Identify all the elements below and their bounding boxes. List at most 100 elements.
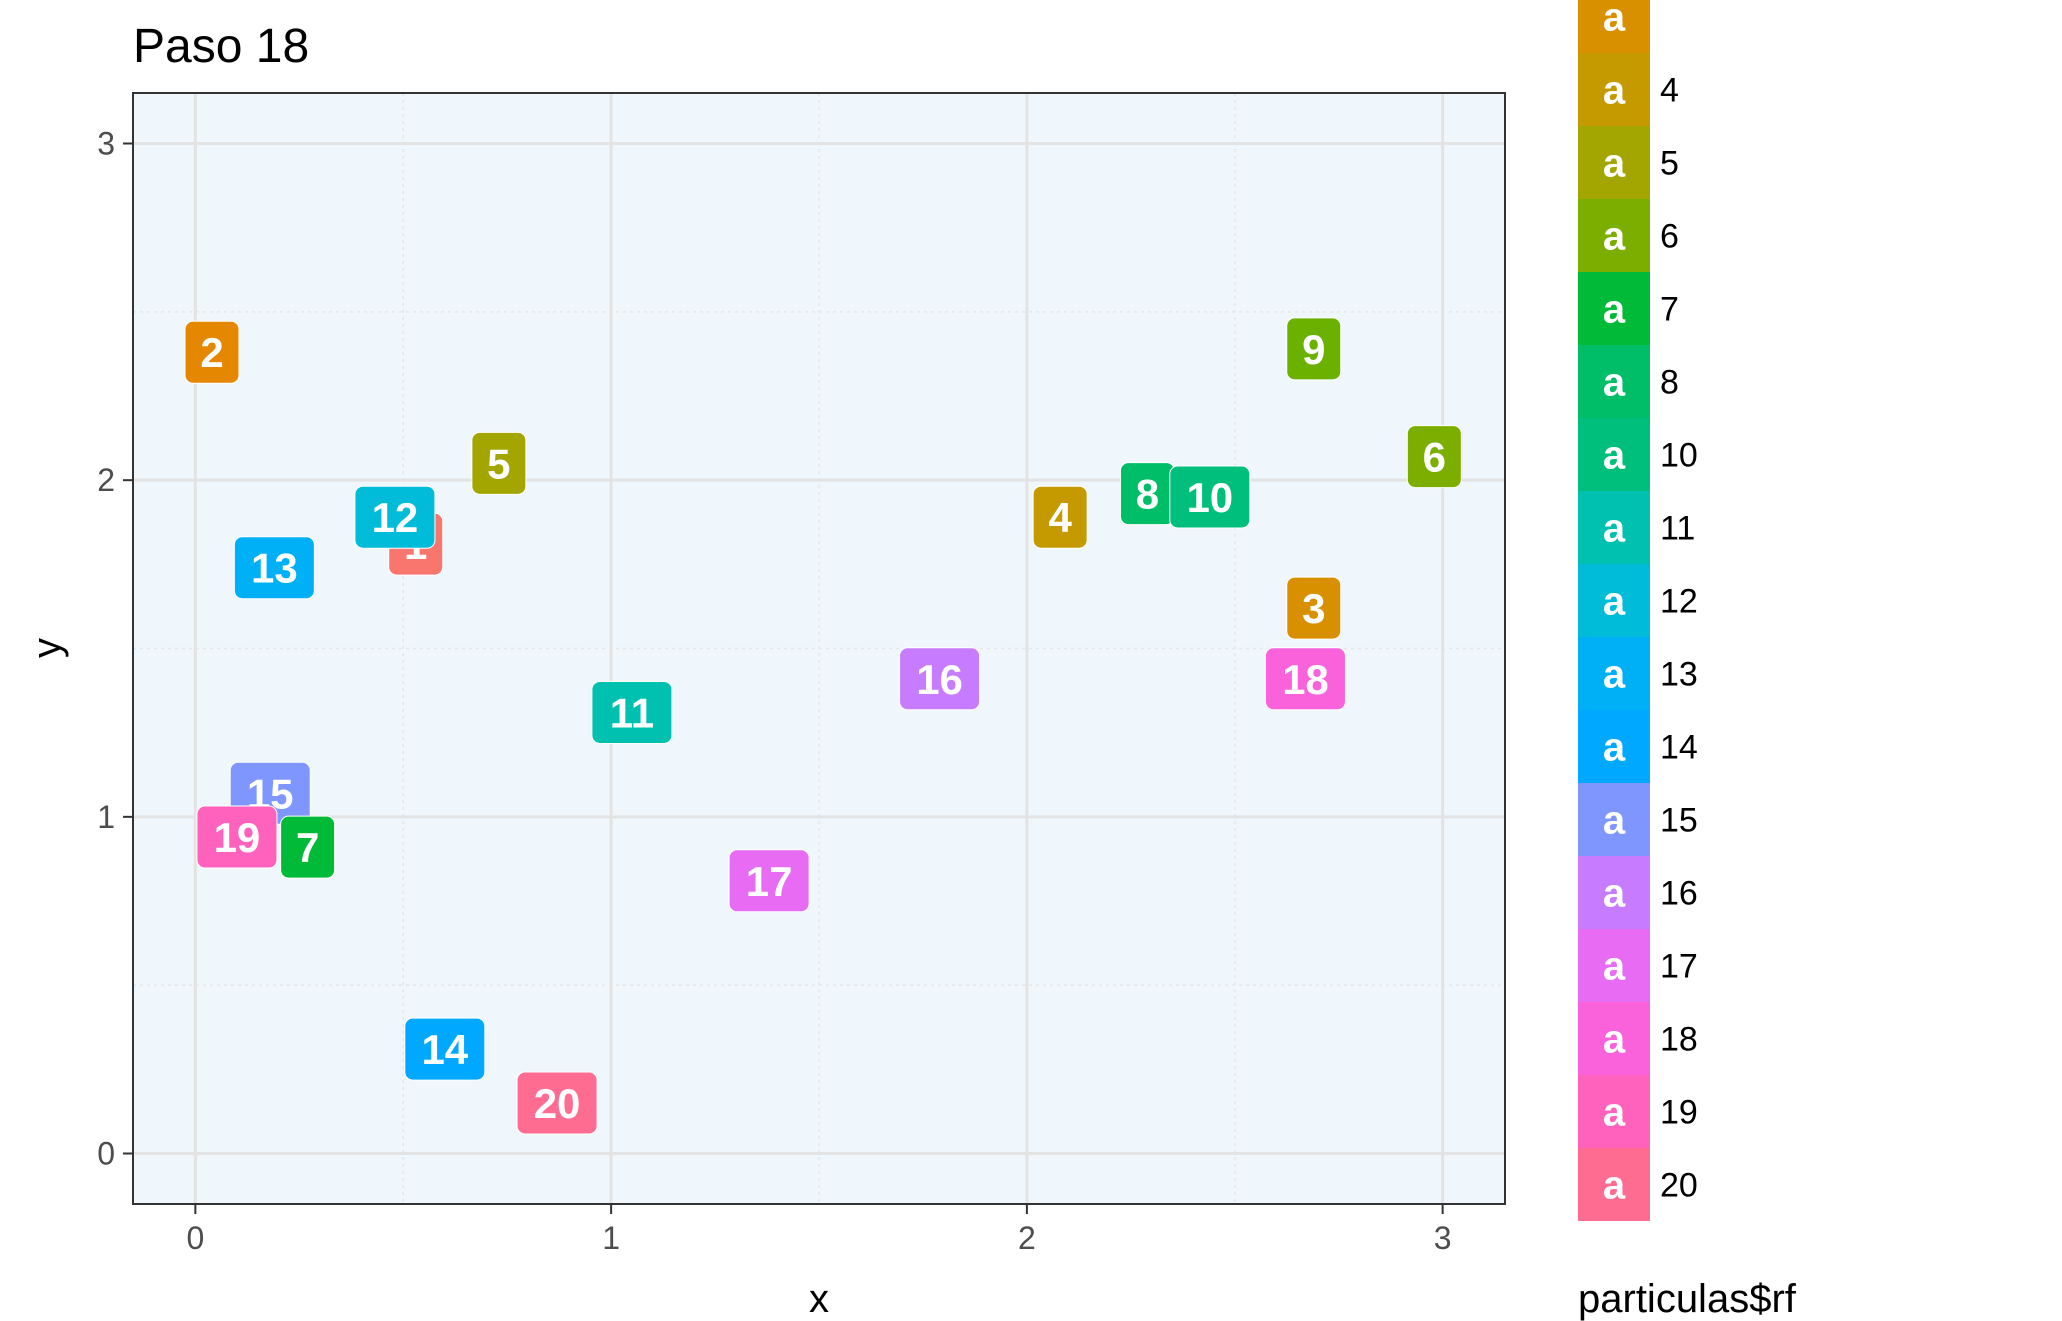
data-point-label: 10: [1169, 465, 1251, 529]
legend-key: [1578, 418, 1650, 491]
x-tick-label: 3: [1434, 1220, 1452, 1256]
legend-key: [1578, 564, 1650, 637]
data-point: [196, 805, 278, 869]
legend-key: [1578, 1002, 1650, 1075]
data-point-label: 18: [1264, 647, 1346, 711]
data-point: [1169, 465, 1251, 529]
legend-key-glyph: a: [1603, 0, 1626, 40]
data-point: [1032, 485, 1088, 549]
data-point: [1286, 576, 1342, 640]
data-point-label: 5: [471, 431, 527, 495]
legend-entry: a 19: [1578, 1075, 1698, 1148]
x-tick-label: 1: [602, 1220, 620, 1256]
data-point-text: 16: [916, 656, 963, 703]
legend-key-glyph: a: [1603, 361, 1626, 405]
legend-key: [1578, 856, 1650, 929]
legend-key-glyph: a: [1603, 215, 1626, 259]
legend-key: [1578, 710, 1650, 783]
data-point-label: 3: [1286, 576, 1342, 640]
data-point-label: 8: [1119, 462, 1175, 526]
legend-entry: a 15: [1578, 783, 1698, 856]
legend-label: 13: [1660, 656, 1698, 694]
data-point-label: 2: [184, 320, 240, 384]
data-point: [516, 1071, 598, 1135]
legend-label: 18: [1660, 1021, 1698, 1059]
legend-entry: a 13: [1578, 637, 1698, 710]
legend-key-glyph: a: [1603, 1018, 1626, 1062]
legend-key: [1578, 1148, 1650, 1221]
data-point: [184, 320, 240, 384]
data-point-text: 3: [1302, 585, 1325, 632]
legend-key: [1578, 929, 1650, 1002]
legend-key-glyph: a: [1603, 69, 1626, 113]
data-point-label: 17: [728, 849, 810, 913]
legend-label: 14: [1660, 729, 1698, 767]
data-point-text: 10: [1186, 474, 1233, 521]
legend-entry: a 18: [1578, 1002, 1698, 1075]
legend-label: 10: [1660, 437, 1698, 475]
legend-key-glyph: a: [1603, 1091, 1626, 1135]
data-point-label: 13: [233, 536, 315, 600]
legend-key: [1578, 126, 1650, 199]
legend-key-glyph: a: [1603, 945, 1626, 989]
legend-key-glyph: a: [1603, 142, 1626, 186]
legend-entry: a 20: [1578, 1148, 1698, 1221]
legend-label: 5: [1660, 145, 1679, 183]
legend-key: [1578, 345, 1650, 418]
points-layer: 1234569121381016181115719171420: [184, 317, 1462, 1135]
legend-key-glyph: a: [1603, 507, 1626, 551]
data-point-text: 2: [200, 329, 223, 376]
legend-label: 20: [1660, 1167, 1698, 1205]
data-point-text: 19: [214, 814, 261, 861]
y-axis-title: y: [25, 638, 69, 658]
data-point: [233, 536, 315, 600]
legend-entry: a: [1578, 0, 1650, 53]
data-point-label: 12: [354, 485, 436, 549]
x-tick-label: 2: [1018, 1220, 1036, 1256]
legend-entry: a 12: [1578, 564, 1698, 637]
legend-key-glyph: a: [1603, 580, 1626, 624]
y-tick-label: 0: [97, 1136, 115, 1172]
chart-title: Paso 18: [133, 20, 309, 73]
legend-label: 15: [1660, 802, 1698, 840]
legend-key-glyph: a: [1603, 872, 1626, 916]
data-point-text: 11: [610, 689, 654, 736]
data-point-label: 6: [1406, 425, 1462, 489]
data-point: [1286, 317, 1342, 381]
data-point-label: 19: [196, 805, 278, 869]
legend-label: 16: [1660, 875, 1698, 913]
data-point: [404, 1017, 486, 1081]
legend-key: [1578, 199, 1650, 272]
legend-key: [1578, 491, 1650, 564]
data-point-label: 7: [280, 815, 336, 879]
data-point: [280, 815, 336, 879]
y-axis: 0 1 2 3: [97, 126, 133, 1172]
data-point-text: 20: [534, 1080, 581, 1127]
legend-label: 4: [1660, 72, 1679, 110]
legend-key: [1578, 637, 1650, 710]
data-point-text: 6: [1423, 434, 1446, 481]
legend-label: 6: [1660, 218, 1679, 256]
legend-key: [1578, 272, 1650, 345]
data-point-text: 14: [421, 1026, 468, 1073]
data-point-text: 7: [296, 824, 319, 871]
legend-entry: a 10: [1578, 418, 1698, 491]
legend-title: particulas$rf: [1578, 1277, 1797, 1321]
data-point-text: 5: [487, 440, 510, 487]
x-axis: 0 1 2 3: [186, 1204, 1452, 1256]
y-tick-label: 1: [97, 799, 115, 835]
data-point: [591, 680, 673, 744]
legend-label: 19: [1660, 1094, 1698, 1132]
legend-key: [1578, 53, 1650, 126]
data-point: [1264, 647, 1346, 711]
data-point: [1406, 425, 1462, 489]
legend-key: [1578, 0, 1650, 53]
data-point-label: 9: [1286, 317, 1342, 381]
data-point-text: 8: [1136, 471, 1159, 518]
y-tick-label: 3: [97, 126, 115, 162]
